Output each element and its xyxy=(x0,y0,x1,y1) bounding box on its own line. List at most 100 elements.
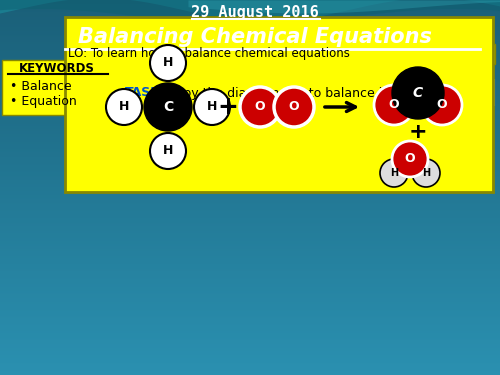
Bar xyxy=(0,349,500,350)
Bar xyxy=(0,65,500,66)
Bar xyxy=(0,68,500,69)
Bar xyxy=(0,44,500,45)
Bar xyxy=(0,49,500,50)
Bar xyxy=(0,25,500,26)
Bar xyxy=(0,324,500,325)
Bar xyxy=(0,180,500,181)
Bar xyxy=(0,64,500,65)
Bar xyxy=(0,288,500,289)
Bar xyxy=(0,86,500,87)
Bar xyxy=(0,114,500,115)
Circle shape xyxy=(274,87,314,127)
Bar xyxy=(0,249,500,250)
Bar xyxy=(0,201,500,202)
Bar xyxy=(0,32,500,33)
Text: O: O xyxy=(254,100,266,114)
Bar xyxy=(0,299,500,300)
Bar xyxy=(0,144,500,145)
Bar xyxy=(0,18,500,19)
Bar xyxy=(0,255,500,256)
Bar xyxy=(0,158,500,159)
Bar xyxy=(0,223,500,224)
Bar xyxy=(0,323,500,324)
Bar xyxy=(0,262,500,263)
Bar xyxy=(0,176,500,177)
Bar xyxy=(0,62,500,63)
Circle shape xyxy=(380,159,408,187)
Text: H: H xyxy=(207,100,217,114)
Bar xyxy=(0,303,500,304)
Bar xyxy=(0,116,500,117)
Bar xyxy=(0,340,500,341)
Bar xyxy=(0,19,500,20)
Bar xyxy=(0,105,500,106)
Bar xyxy=(0,367,500,368)
Bar xyxy=(0,93,500,94)
Bar xyxy=(0,218,500,219)
Bar xyxy=(0,118,500,119)
Bar xyxy=(0,369,500,370)
Bar xyxy=(0,225,500,226)
Bar xyxy=(0,6,500,7)
Bar xyxy=(0,157,500,158)
Bar xyxy=(0,371,500,372)
Bar xyxy=(0,24,500,25)
Bar xyxy=(0,275,500,276)
Bar xyxy=(0,311,500,312)
Bar xyxy=(0,166,500,167)
Bar xyxy=(0,214,500,215)
Text: LO: To learn how to balance chemical equations: LO: To learn how to balance chemical equ… xyxy=(68,48,350,60)
Bar xyxy=(0,257,500,258)
Bar xyxy=(0,283,500,284)
Bar xyxy=(0,281,500,282)
Bar xyxy=(0,5,500,6)
Bar xyxy=(0,318,500,319)
Bar xyxy=(0,89,500,90)
Bar xyxy=(0,81,500,82)
Bar xyxy=(0,207,500,208)
Bar xyxy=(0,124,500,125)
Bar xyxy=(0,211,500,212)
Bar xyxy=(0,295,500,296)
Bar xyxy=(0,178,500,179)
Bar xyxy=(0,209,500,210)
Bar xyxy=(0,131,500,132)
Bar xyxy=(0,320,500,321)
Bar xyxy=(0,220,500,221)
Bar xyxy=(0,313,500,314)
Bar xyxy=(0,328,500,329)
Bar xyxy=(0,358,500,359)
Bar xyxy=(0,373,500,374)
Bar xyxy=(0,271,500,272)
Bar xyxy=(0,148,500,149)
Bar xyxy=(0,108,500,109)
Bar xyxy=(0,238,500,239)
Bar xyxy=(0,289,500,290)
Bar xyxy=(0,26,500,27)
Bar xyxy=(0,305,500,306)
Bar xyxy=(0,312,500,313)
Bar xyxy=(0,52,500,53)
Bar xyxy=(0,286,500,287)
Text: Balancing Chemical Equations: Balancing Chemical Equations xyxy=(78,27,432,47)
Bar xyxy=(0,106,500,107)
Bar xyxy=(0,240,500,241)
Bar xyxy=(0,327,500,328)
Bar xyxy=(0,250,500,251)
Bar xyxy=(0,206,500,207)
Bar xyxy=(0,9,500,10)
Bar xyxy=(0,267,500,268)
Bar xyxy=(0,310,500,311)
Bar xyxy=(0,141,500,142)
Bar xyxy=(0,260,500,261)
Bar xyxy=(0,187,500,188)
Bar xyxy=(0,85,500,86)
Bar xyxy=(0,197,500,198)
Bar xyxy=(0,279,500,280)
Text: H: H xyxy=(119,100,129,114)
Bar xyxy=(0,212,500,213)
Bar xyxy=(0,170,500,171)
Bar xyxy=(0,291,500,292)
Bar xyxy=(0,12,500,13)
Bar xyxy=(0,115,500,116)
